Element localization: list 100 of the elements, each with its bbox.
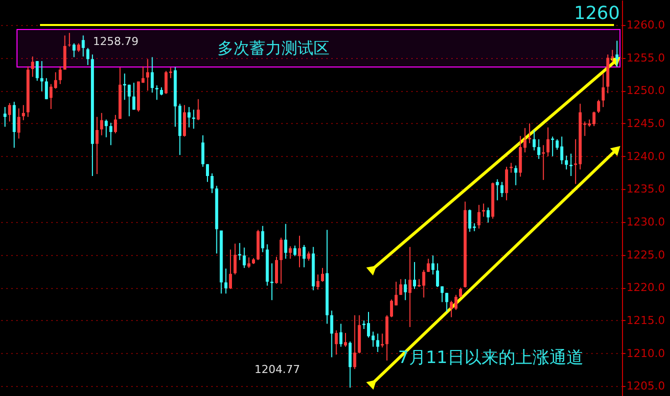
candlestick	[104, 119, 108, 138]
candlestick	[109, 122, 112, 146]
candlestick	[40, 60, 44, 92]
candlestick	[307, 251, 310, 262]
candlestick	[353, 314, 356, 370]
candlestick	[114, 114, 117, 134]
candlestick	[482, 203, 486, 218]
candlestick	[537, 138, 540, 160]
candlestick	[426, 258, 430, 272]
y-tick-label: 1225.0	[626, 248, 665, 262]
candlestick	[224, 268, 228, 294]
ref-line-label: 1260	[574, 2, 620, 24]
candlestick	[344, 332, 348, 348]
candlestick	[234, 243, 237, 276]
candlestick	[551, 136, 554, 157]
candlestick	[17, 108, 20, 140]
candlestick	[146, 58, 150, 92]
candlestick	[100, 112, 104, 136]
candlestick	[564, 155, 568, 170]
candlestick	[31, 56, 34, 78]
candlestick	[380, 333, 384, 348]
candlestick	[440, 286, 444, 303]
annotation: 1258.79	[93, 35, 138, 48]
candlestick	[546, 126, 550, 157]
y-tick-label: 1215.0	[626, 314, 665, 327]
candlestick	[445, 292, 448, 312]
candlestick	[36, 60, 39, 82]
candlestick	[238, 242, 242, 261]
y-tick-label: 1230.0	[626, 215, 665, 228]
candlestick	[188, 106, 191, 128]
candlestick	[413, 262, 416, 290]
candlestick	[486, 207, 490, 224]
candlestick	[50, 84, 53, 110]
candlestick	[228, 249, 232, 290]
y-tick-label: 1255.0	[626, 51, 665, 64]
candlestick	[242, 247, 246, 268]
annotation: 1204.77	[254, 363, 300, 376]
candlestick	[597, 99, 600, 114]
candlestick	[556, 138, 559, 150]
candlestick	[514, 164, 518, 186]
candlestick	[477, 204, 480, 230]
candlestick	[280, 237, 283, 284]
candlestick	[298, 235, 301, 268]
candlestick	[454, 294, 458, 310]
candlestick	[293, 245, 296, 257]
candlestick	[155, 84, 158, 100]
candlestick	[192, 109, 196, 130]
candlestick	[376, 333, 380, 352]
candlestick	[210, 172, 214, 194]
candlestick	[532, 130, 536, 151]
candlestick	[196, 98, 200, 121]
candlestick	[58, 66, 62, 85]
candlestick	[404, 278, 407, 301]
y-tick-label: 1245.0	[626, 116, 665, 130]
candlestick	[63, 34, 66, 70]
candlestick	[274, 256, 278, 284]
candlestick	[399, 278, 402, 296]
candlestick	[44, 78, 48, 100]
candlestick	[206, 164, 209, 182]
y-tick-label: 1250.0	[626, 84, 665, 98]
y-tick-label: 1260.0	[626, 18, 665, 32]
candlestick	[334, 330, 338, 356]
candlestick	[247, 256, 250, 268]
candlestick	[339, 323, 342, 348]
candlestick	[201, 134, 204, 168]
y-tick-label: 1205.0	[626, 380, 665, 393]
candlestick	[72, 42, 76, 58]
candlestick	[96, 116, 99, 175]
candlestick	[164, 70, 168, 94]
candlestick	[505, 166, 508, 201]
candlestick	[560, 136, 564, 165]
candlestick	[496, 178, 499, 201]
candlestick	[592, 111, 596, 127]
candlestick	[408, 246, 412, 328]
candlestick	[68, 32, 71, 48]
y-tick-label: 1235.0	[626, 182, 665, 196]
candlestick	[82, 34, 85, 57]
candlestick	[182, 104, 186, 138]
candlestick	[123, 73, 126, 100]
band-label: 多次蓄力测试区	[218, 38, 330, 58]
candlestick	[431, 254, 434, 276]
y-tick-label: 1210.0	[626, 346, 665, 360]
candlestick	[4, 106, 6, 128]
candlestick	[436, 262, 440, 288]
candlestick	[330, 310, 334, 358]
candlestick	[150, 56, 154, 94]
candlestick	[22, 104, 25, 121]
candlestick	[321, 267, 324, 282]
candlestick	[284, 223, 288, 260]
candlestick	[602, 73, 605, 108]
candlestick	[261, 225, 264, 253]
y-tick-label: 1240.0	[626, 150, 665, 163]
candlestick	[86, 47, 90, 66]
candlestick	[288, 246, 292, 260]
candlestick	[390, 298, 394, 318]
candlestick	[132, 82, 136, 110]
candlestick	[302, 244, 306, 268]
y-tick-label: 1220.0	[626, 281, 665, 294]
candlestick	[459, 287, 462, 298]
candlestick	[316, 274, 320, 290]
